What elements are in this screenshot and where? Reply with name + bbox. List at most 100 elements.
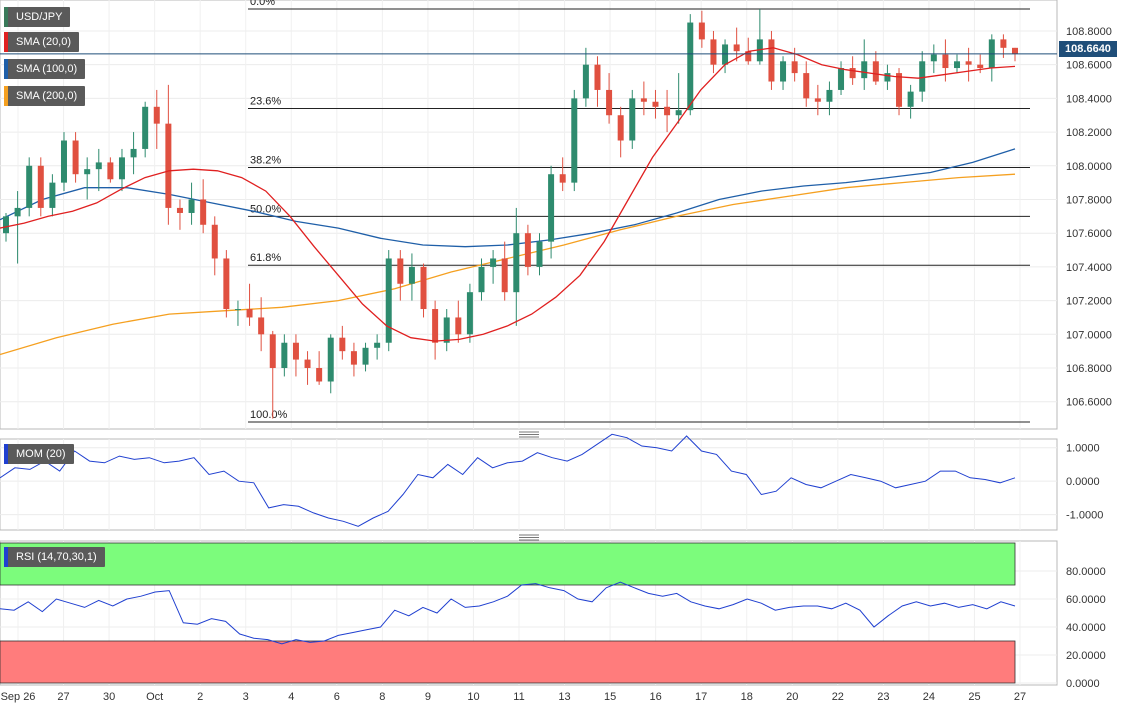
x-tick-label: 27 xyxy=(1014,691,1026,703)
sma200-legend[interactable]: SMA (200,0) xyxy=(4,86,86,106)
candle-body xyxy=(385,258,392,343)
candle-body xyxy=(258,317,265,335)
x-tick-label: 24 xyxy=(923,691,935,703)
mom-legend[interactable]: MOM (20) xyxy=(4,444,74,464)
candle-body xyxy=(153,106,160,124)
price-tick-label: 108.6000 xyxy=(1066,60,1112,72)
candle-body xyxy=(664,106,671,116)
candle-body xyxy=(698,22,705,40)
candle-body xyxy=(37,165,44,208)
mom-line xyxy=(0,433,1016,527)
price-pane[interactable] xyxy=(0,0,1058,430)
x-tick-label: 11 xyxy=(513,691,524,703)
sma200-swatch xyxy=(4,86,8,106)
candle-body xyxy=(501,258,508,293)
candle-body xyxy=(95,162,102,170)
price-tick-label: 106.6000 xyxy=(1066,397,1112,409)
x-tick-label: 17 xyxy=(695,691,707,703)
candle-body xyxy=(60,140,67,183)
x-tick-label: Oct xyxy=(146,691,163,703)
rsi-tick-label: 20.0000 xyxy=(1066,650,1106,662)
fib-label: 61.8% xyxy=(250,252,281,264)
candle-body xyxy=(304,359,311,369)
sma20-line xyxy=(0,47,1016,342)
fib-label: 100.0% xyxy=(250,409,288,421)
mom-tick-label: -1.0000 xyxy=(1066,510,1103,522)
mom-y-axis: 1.0000 0.0000 -1.0000 xyxy=(1066,443,1103,522)
price-tick-label: 107.4000 xyxy=(1066,262,1112,274)
rsi-legend[interactable]: RSI (14,70,30,1) xyxy=(4,547,105,567)
rsi-line xyxy=(0,581,1016,645)
x-tick-label: Sep 26 xyxy=(1,691,36,703)
rsi-swatch xyxy=(4,547,8,567)
candle-body xyxy=(849,68,856,79)
x-tick-label: 3 xyxy=(243,691,249,703)
sma20-swatch xyxy=(4,32,8,52)
candle-body xyxy=(200,199,207,225)
x-tick-label: 8 xyxy=(379,691,385,703)
rsi-overbought-band xyxy=(0,542,1016,586)
candle-body xyxy=(814,98,821,102)
candle-body xyxy=(791,61,798,74)
price-tick-label: 107.8000 xyxy=(1066,194,1112,206)
price-tick-label: 107.6000 xyxy=(1066,228,1112,240)
candle-body xyxy=(374,342,381,348)
candle-body xyxy=(234,309,241,311)
candle-body xyxy=(327,337,334,382)
candle-body xyxy=(652,101,659,107)
candle-body xyxy=(896,73,903,107)
candle-body xyxy=(316,368,323,382)
candle-body xyxy=(118,157,125,180)
last-price-tag: 108.6640 xyxy=(1059,41,1117,57)
candle-body xyxy=(675,110,682,116)
price-tick-label: 108.0000 xyxy=(1066,161,1112,173)
pane-resize-handle[interactable] xyxy=(519,534,539,541)
x-tick-label: 4 xyxy=(288,691,294,703)
candle-body xyxy=(14,207,21,217)
symbol-label: USD/JPY xyxy=(16,11,63,23)
candle-body xyxy=(733,44,740,52)
candle-body xyxy=(455,317,462,335)
fib-label: 0.0% xyxy=(250,0,275,8)
candle-body xyxy=(687,22,694,111)
candle-body xyxy=(803,73,810,99)
symbol-swatch xyxy=(4,7,8,27)
price-tick-label: 107.2000 xyxy=(1066,296,1112,308)
candlesticks xyxy=(3,9,1018,419)
candle-body xyxy=(246,309,253,318)
price-tick-label: 106.8000 xyxy=(1066,363,1112,375)
candle-body xyxy=(339,337,346,352)
x-tick-label: 22 xyxy=(832,691,844,703)
x-tick-label: 10 xyxy=(467,691,479,703)
sma20-label: SMA (20,0) xyxy=(16,36,72,48)
candle-body xyxy=(49,182,56,208)
fib-label: 38.2% xyxy=(250,154,281,166)
x-tick-label: 25 xyxy=(968,691,980,703)
candle-body xyxy=(443,317,450,343)
mom-pane[interactable] xyxy=(0,438,1058,531)
candle-body xyxy=(710,39,717,65)
x-tick-label: 13 xyxy=(558,691,570,703)
rsi-label: RSI (14,70,30,1) xyxy=(16,551,97,563)
sma100-legend[interactable]: SMA (100,0) xyxy=(4,59,86,79)
price-tick-label: 107.0000 xyxy=(1066,329,1112,341)
candle-body xyxy=(3,216,9,234)
candle-body xyxy=(559,174,566,183)
x-tick-label: 30 xyxy=(103,691,115,703)
sma100-label: SMA (100,0) xyxy=(16,63,78,75)
candle-body xyxy=(223,258,230,310)
candle-body xyxy=(884,73,891,82)
mom-tick-label: 0.0000 xyxy=(1066,476,1100,488)
candle-body xyxy=(872,61,879,82)
candle-body xyxy=(397,258,404,284)
pane-resize-handle[interactable] xyxy=(519,431,539,438)
candle-body xyxy=(780,61,787,82)
symbol-legend[interactable]: USD/JPY xyxy=(4,7,71,27)
rsi-y-axis: 80.0000 60.0000 40.0000 20.0000 0.0000 xyxy=(1066,566,1106,690)
candle-body xyxy=(582,64,589,99)
candle-body xyxy=(432,309,439,343)
x-tick-label: 9 xyxy=(425,691,431,703)
price-tick-label: 108.8000 xyxy=(1066,26,1112,38)
sma20-legend[interactable]: SMA (20,0) xyxy=(4,32,80,52)
